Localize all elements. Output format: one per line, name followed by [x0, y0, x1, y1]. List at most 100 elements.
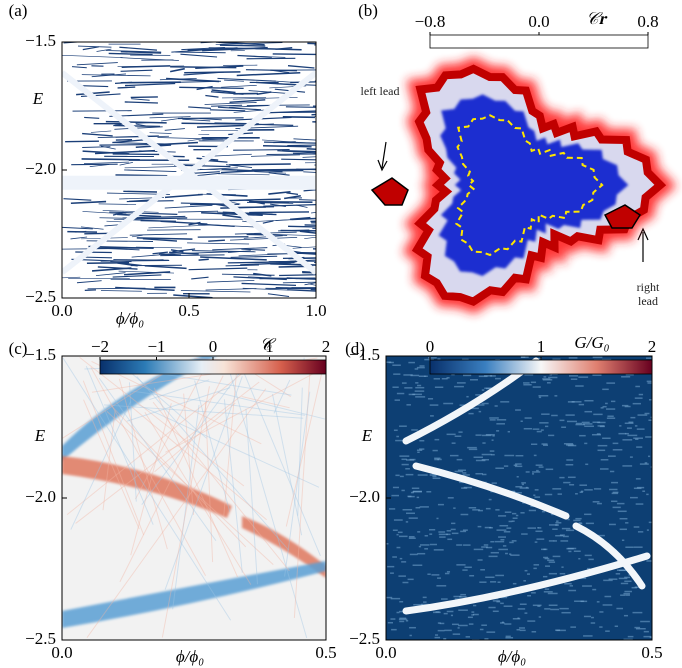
conductance-speckle: [522, 502, 525, 504]
conductance-speckle: [640, 620, 650, 623]
conductance-speckle: [437, 629, 445, 632]
conductance-speckle: [515, 486, 523, 488]
conductance-speckle: [642, 490, 646, 492]
spectrum-streak: [233, 149, 290, 151]
conductance-speckle: [437, 577, 441, 579]
y-axis-label: E: [361, 426, 373, 445]
spectrum-streak: [184, 71, 241, 74]
conductance-speckle: [588, 558, 594, 561]
conductance-speckle: [401, 458, 407, 461]
spectrum-streak: [124, 166, 178, 169]
chern-streak: [153, 387, 239, 578]
conductance-speckle: [433, 378, 441, 380]
spectrum-streak: [212, 247, 268, 251]
spectrum-streak: [148, 224, 210, 229]
spectrum-streak: [62, 276, 81, 279]
conductance-speckle: [518, 627, 525, 629]
conductance-speckle: [485, 507, 491, 510]
spectrum-streak: [180, 290, 251, 293]
conductance-speckle: [390, 618, 396, 620]
heatmap: [62, 356, 326, 640]
conductance-speckle: [481, 546, 488, 548]
conductance-speckle: [635, 503, 644, 505]
conductance-speckle: [478, 375, 488, 378]
conductance-speckle: [583, 615, 591, 618]
spectrum-streak: [304, 236, 316, 240]
conductance-speckle: [568, 357, 578, 359]
conductance-speckle: [504, 623, 512, 625]
conductance-speckle: [605, 630, 610, 632]
spectrum-streak: [298, 199, 316, 201]
conductance-speckle: [495, 467, 504, 469]
conductance-speckle: [407, 578, 414, 581]
conductance-speckle: [462, 358, 469, 361]
conductance-speckle: [403, 374, 413, 376]
conductance-speckle: [586, 567, 591, 570]
conductance-speckle: [424, 358, 434, 361]
conductance-speckle: [585, 463, 589, 466]
chern-streak: [137, 403, 320, 488]
conductance-speckle: [565, 414, 575, 416]
conductance-speckle: [637, 531, 644, 533]
spectrum-streak: [291, 217, 316, 221]
conductance-speckle: [643, 635, 652, 638]
conductance-speckle: [565, 529, 575, 532]
conductance-speckle: [486, 546, 493, 549]
conductance-speckle: [624, 422, 634, 425]
spectrum-streak: [251, 168, 316, 171]
chern-streak: [86, 388, 267, 638]
spectrum-streak: [273, 141, 296, 144]
conductance-speckle: [491, 439, 494, 441]
conductance-speckle: [438, 533, 448, 536]
spectrum-streak: [130, 96, 158, 99]
conductance-speckle: [426, 491, 432, 493]
spectrum-streak: [119, 46, 158, 51]
conductance-speckle: [604, 595, 612, 598]
conductance-speckle: [566, 420, 577, 423]
conductance-speckle: [625, 373, 634, 376]
conductance-speckle: [597, 534, 605, 537]
spectrum-streak: [233, 276, 287, 281]
conductance-speckle: [624, 576, 631, 579]
conductance-speckle: [573, 519, 581, 522]
conductance-speckle: [620, 594, 626, 596]
conductance-speckle: [417, 474, 428, 476]
conductance-speckle: [413, 603, 424, 606]
conductance-speckle: [551, 414, 558, 417]
conductance-speckle: [429, 404, 439, 406]
conductance-speckle: [596, 502, 602, 505]
conductance-speckle: [429, 533, 433, 535]
conductance-speckle: [636, 428, 645, 430]
spectrum-streak: [157, 137, 223, 140]
conductance-speckle: [575, 517, 582, 520]
conductance-speckle: [570, 626, 577, 628]
conductance-speckle: [507, 430, 510, 433]
spectrum-streak: [86, 240, 154, 242]
spectrum-streak: [302, 272, 316, 274]
conductance-speckle: [583, 423, 593, 425]
conductance-speckle: [459, 404, 468, 406]
conductance-speckle: [408, 361, 415, 364]
conductance-speckle: [530, 381, 537, 384]
conductance-speckle: [635, 478, 641, 480]
conductance-speckle: [399, 610, 403, 613]
conductance-speckle: [416, 366, 425, 369]
conductance-speckle: [479, 581, 487, 583]
conductance-speckle: [439, 622, 445, 625]
conductance-speckle: [399, 475, 404, 478]
conductance-speckle: [520, 356, 529, 358]
spectrum-streak: [240, 261, 295, 266]
spectrum-streak: [90, 130, 112, 133]
conductance-speckle: [627, 635, 634, 638]
chern-streak: [183, 393, 195, 515]
conductance-speckle: [447, 497, 454, 499]
conductance-speckle: [553, 540, 557, 542]
conductance-speckle: [609, 488, 618, 491]
spectrum-streak: [229, 99, 266, 104]
conductance-speckle: [634, 425, 638, 427]
conductance-speckle: [523, 580, 526, 582]
chern-streak: [241, 395, 290, 409]
conductance-speckle: [462, 474, 470, 476]
chern-streak: [161, 386, 210, 638]
conductance-speckle: [512, 582, 517, 585]
